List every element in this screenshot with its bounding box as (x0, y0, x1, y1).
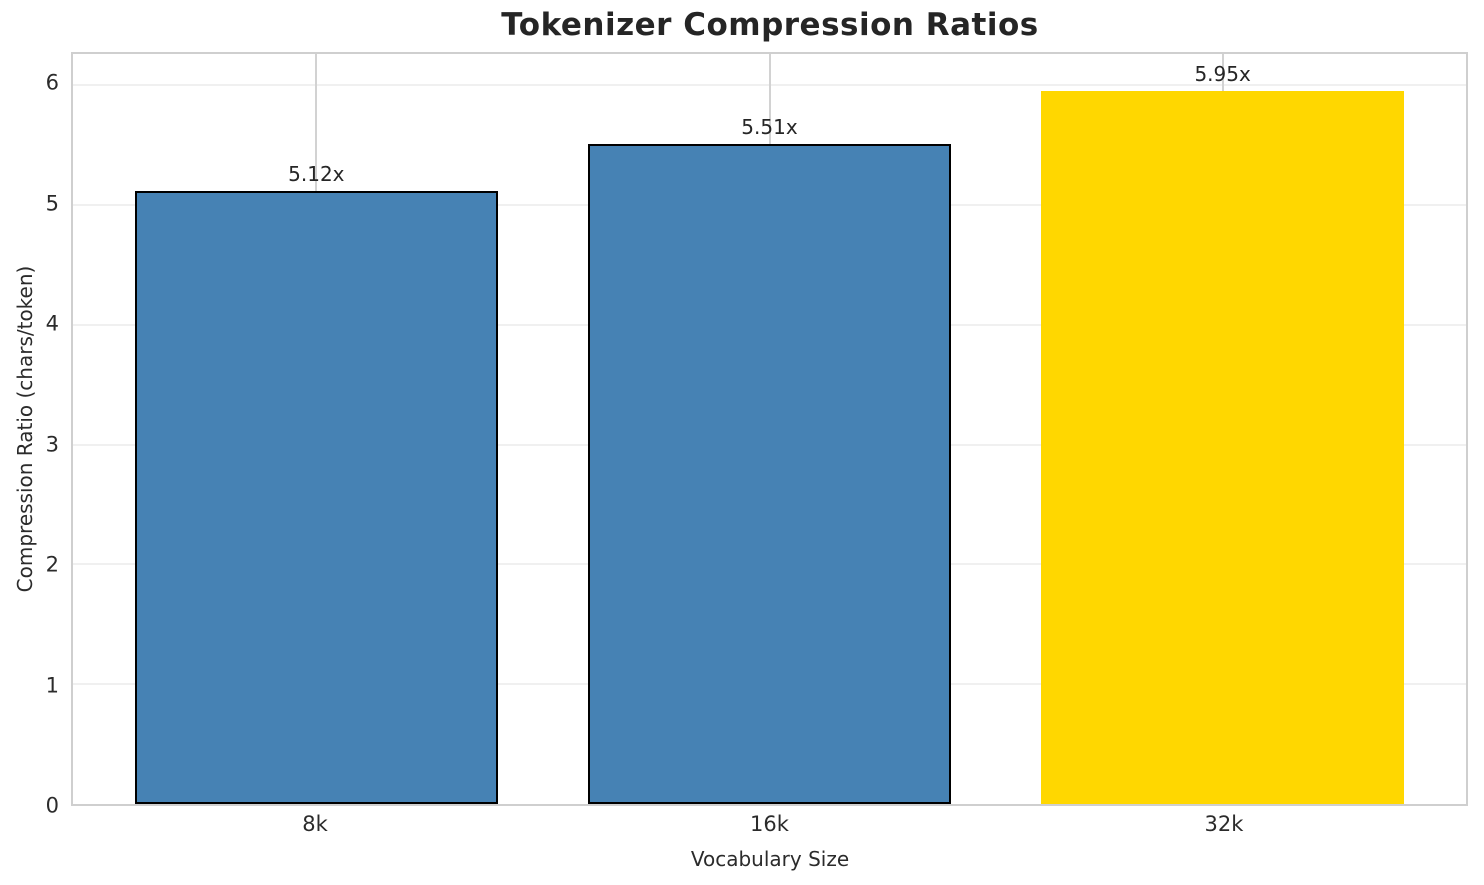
y-tick-label: 2 (45, 552, 59, 577)
x-tick-label-8k: 8k (302, 812, 328, 836)
y-tick-label: 5 (45, 191, 59, 216)
plot-area: 5.12x 5.51x 5.95x (71, 52, 1468, 806)
y-tick-label: 1 (45, 673, 59, 698)
x-tick-label-16k: 16k (750, 812, 789, 836)
y-axis-ticks: 0 1 2 3 4 5 6 (0, 52, 59, 816)
bar-32k (1041, 91, 1404, 804)
bar-value-label: 5.95x (1194, 62, 1251, 87)
bar-16k (588, 143, 951, 804)
bar-value-label: 5.12x (288, 161, 345, 186)
x-axis-ticks: 8k 16k 32k (71, 808, 1468, 844)
y-tick-label: 3 (45, 432, 59, 457)
chart-title: Tokenizer Compression Ratios (501, 7, 1039, 43)
bar-8k (135, 190, 498, 804)
y-tick-label: 6 (45, 70, 59, 95)
bar-value-label: 5.51x (741, 114, 798, 139)
y-tick-label: 0 (45, 793, 59, 818)
x-axis-label: Vocabulary Size (690, 847, 850, 871)
x-tick-label-32k: 32k (1204, 812, 1244, 836)
y-tick-label: 4 (45, 311, 59, 336)
